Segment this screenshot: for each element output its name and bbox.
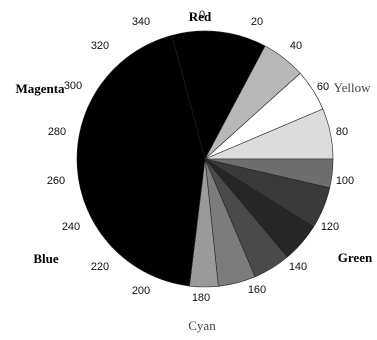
degree-label-140: 140 (289, 261, 307, 273)
color-label-magenta: Magenta (15, 81, 65, 96)
degree-label-260: 260 (47, 175, 65, 187)
pie-slices (76, 30, 334, 288)
degree-label-180: 180 (192, 292, 210, 304)
color-name-labels: Red Yellow Green Cyan Blue Magenta (15, 9, 373, 333)
degree-label-60: 60 (317, 81, 329, 93)
degree-tick-labels: 0 20 40 60 80 100 120 140 160 180 200 22… (47, 9, 354, 304)
degree-label-300: 300 (64, 80, 82, 92)
degree-label-340: 340 (132, 16, 150, 28)
color-label-green: Green (338, 250, 373, 265)
color-label-yellow: Yellow (334, 80, 372, 95)
pie-slice-10 (76, 34, 206, 287)
degree-label-220: 220 (91, 261, 109, 273)
degree-label-240: 240 (62, 221, 80, 233)
color-label-cyan: Cyan (188, 318, 216, 333)
degree-label-100: 100 (336, 175, 354, 187)
degree-label-120: 120 (321, 221, 339, 233)
color-label-red: Red (189, 9, 212, 24)
pie-slice-0 (171, 30, 266, 160)
color-label-blue: Blue (33, 251, 59, 266)
degree-label-280: 280 (48, 126, 66, 138)
degree-label-0: 0 (199, 9, 205, 21)
degree-label-200: 200 (132, 285, 150, 297)
degree-label-320: 320 (91, 40, 109, 52)
degree-label-80: 80 (336, 126, 348, 138)
degree-label-160: 160 (248, 284, 266, 296)
degree-label-20: 20 (251, 16, 263, 28)
degree-label-40: 40 (290, 40, 302, 52)
